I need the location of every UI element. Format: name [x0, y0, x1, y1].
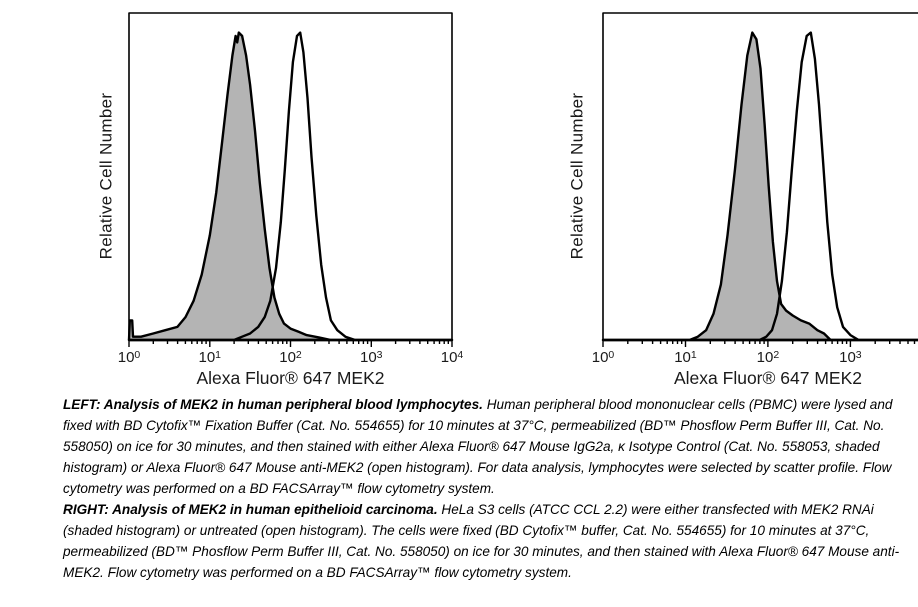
caption-paragraph: RIGHT: Analysis of MEK2 in human epithel…	[63, 499, 908, 583]
x-axis-ticks	[128, 340, 453, 347]
caption-text: HeLa S3 cells (ATCC CCL 2.2) were either…	[63, 502, 900, 580]
caption-lead-in: RIGHT: Analysis of MEK2 in human epithel…	[63, 502, 438, 517]
x-axis-title-right: Alexa Fluor® 647 MEK2	[674, 368, 862, 388]
histogram-shaded	[127, 31, 454, 342]
y-axis-label-right: Relative Cell Number	[567, 92, 587, 260]
plot-frame	[128, 12, 453, 341]
x-tick-label: 100	[591, 349, 615, 366]
histogram-plots-svg	[127, 12, 918, 347]
caption-lead-in: LEFT: Analysis of MEK2 in human peripher…	[63, 397, 483, 412]
x-tick-label: 101	[198, 349, 222, 366]
x-tick-label: 103	[359, 349, 383, 366]
caption-text: Human peripheral blood mononuclear cells…	[63, 397, 893, 496]
x-tick-label: 102	[756, 349, 780, 366]
x-axis-title-left: Alexa Fluor® 647 MEK2	[196, 368, 385, 388]
x-tick-label: 101	[674, 349, 697, 366]
histogram-shaded	[601, 31, 918, 342]
caption-paragraph: LEFT: Analysis of MEK2 in human peripher…	[63, 394, 908, 499]
histogram-open	[127, 31, 454, 342]
x-tick-label: 100	[117, 349, 141, 366]
x-tick-label: 103	[839, 349, 862, 366]
x-tick-label: 102	[279, 349, 302, 366]
caption: LEFT: Analysis of MEK2 in human peripher…	[63, 394, 908, 583]
y-axis-label-left: Relative Cell Number	[96, 92, 116, 260]
x-tick-label: 104	[440, 349, 464, 366]
x-axis-ticks	[602, 340, 916, 347]
histogram-open	[601, 31, 918, 342]
